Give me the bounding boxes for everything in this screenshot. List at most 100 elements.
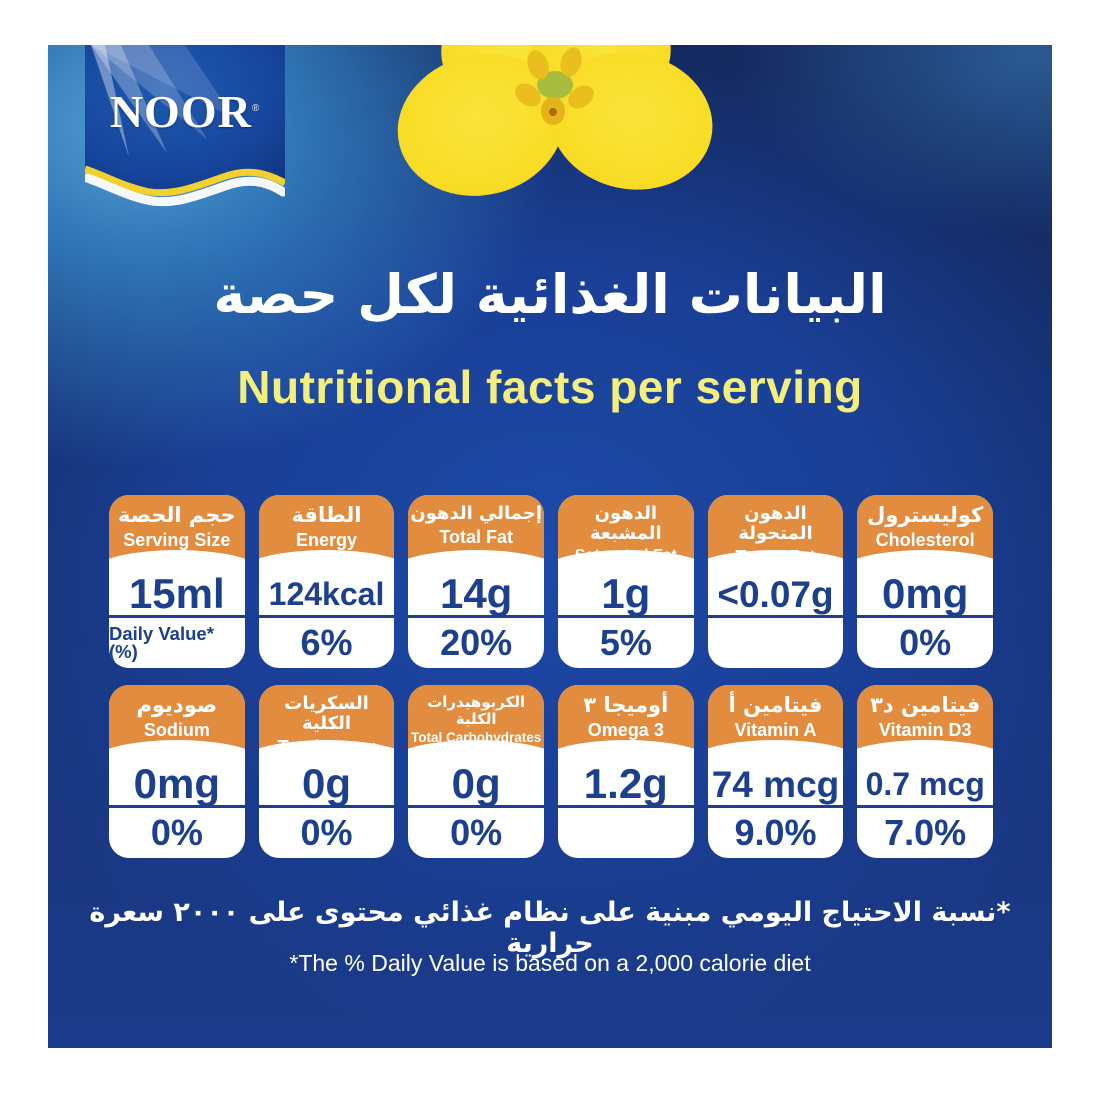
card-value: 0.7 mcg [865,766,985,802]
card-divider [258,615,395,618]
card-header: الطاقة Energy [258,495,395,574]
card-label-english: Saturated Fat [574,546,677,564]
card-value: 0g [451,760,501,807]
card-daily-value: 0% [899,622,952,663]
card-label-arabic: الدهون المتحولة [738,503,813,544]
card-label-english: Total Fat [439,526,513,547]
card-label-english: Sodium [143,720,210,741]
card-header: فيتامين أ Vitamin A [707,685,844,764]
card-label-english: Energy [295,530,357,551]
card-daily-value: 7.0% [884,812,967,853]
noor-logo: NOOR® [85,45,285,215]
logo-white-wave [85,173,285,207]
card-divider [258,805,395,808]
nutrition-card-total-fat: إجمالي الدهون Total Fat 14g 20% [408,495,544,668]
card-label-arabic: فيتامين د٣ [870,693,981,717]
card-label-arabic: الدهون المشبعة [589,503,662,544]
card-daily-value [558,808,694,858]
card-header: حجم الحصة Serving Size [109,495,245,574]
nutrition-card-saturated-fat: الدهون المشبعة Saturated Fat 1g 5% [558,495,694,668]
card-value: 0g [301,760,351,807]
card-daily-value [708,618,844,668]
card-label-english: Trans Fat [735,546,816,567]
registered-mark: ® [251,102,261,114]
card-divider [558,615,694,618]
nutrition-card-cholesterol: كوليسترول Cholesterol 0mg 0% [857,495,993,668]
card-header: الكربوهيدرات الكلية Total Carbohydrates [408,685,544,764]
footnote-english: *The % Daily Value is based on a 2,000 c… [289,950,811,976]
card-label-arabic: كوليسترول [867,503,984,527]
footnote-arabic: *نسبة الاحتياج اليومي مبنية على نظام غذا… [89,897,1011,959]
card-header: الدهون المتحولة Trans Fat [707,495,844,574]
noor-logo-graphic [85,45,285,207]
page-title-english: Nutritional facts per serving [237,361,863,413]
light-rays-icon [91,45,235,157]
card-divider [857,615,993,618]
card-value: 14g [439,570,513,617]
card-label-english: Vitamin A [734,720,817,741]
card-daily-value: 0% [450,812,503,853]
card-label-arabic: حجم الحصة [117,503,236,527]
card-label-english: Omega 3 [587,720,664,741]
card-header: فيتامين د٣ Vitamin D3 [857,685,993,764]
nutrition-card-vitamin-a: فيتامين أ Vitamin A 74 mcg 9.0% [707,685,844,858]
card-label-english: Total Carbohydrates [411,730,542,745]
nutrition-card-omega-3: أوميجا ٣ Omega 3 1.2g [558,685,694,858]
card-value: 0mg [133,760,220,807]
card-header: إجمالي الدهون Total Fat [408,495,544,574]
nutrition-card-total-sugar: السكريات الكلية Total Sugar 0g 0% [258,685,395,858]
card-divider [558,805,694,808]
card-value: 124kcal [268,576,385,612]
card-label-arabic: إجمالي الدهون [410,503,542,524]
brand-name: NOOR® [109,86,261,137]
nutrition-card-trans-fat: الدهون المتحولة Trans Fat <0.07g [707,495,844,668]
card-label-arabic: السكريات الكلية [284,693,369,734]
logo-box [85,45,285,193]
nutrition-card-sodium: صوديوم Sodium 0mg 0% [109,685,245,858]
flower-petals [397,45,713,196]
card-divider [109,615,245,618]
logo-yellow-wave [85,165,285,197]
card-value: 0mg [881,570,969,617]
card-daily-value: Daily Value* (%) [109,622,214,662]
card-daily-value: 0% [300,812,353,853]
card-header: صوديوم Sodium [109,685,245,764]
card-label-arabic: الطاقة [291,503,362,527]
nutrition-grid: حجم الحصة Serving Size 15ml Daily Value*… [109,495,993,858]
card-value: 1.2g [583,760,668,807]
card-divider [857,805,993,808]
nutrition-card-total-carbohydrates: الكربوهيدرات الكلية Total Carbohydrates … [408,685,544,858]
card-daily-value: 9.0% [734,812,817,853]
card-label-english: Cholesterol [875,530,975,551]
card-daily-value: 5% [599,622,652,663]
card-daily-value: 6% [300,622,353,663]
card-label-english: Total Sugar [277,736,376,757]
card-header: السكريات الكلية Total Sugar [258,685,395,764]
flower-center [515,47,594,125]
card-label-english: Vitamin D3 [878,720,972,741]
card-label-arabic: أوميجا ٣ [583,693,669,717]
card-divider [109,805,245,808]
card-divider [408,615,544,618]
card-divider [707,805,844,808]
card-header: الدهون المشبعة Saturated Fat [558,495,694,574]
card-label-arabic: الكربوهيدرات الكلية [427,693,526,728]
card-value: <0.07g [717,573,834,615]
card-divider [408,805,544,808]
card-divider [707,615,844,618]
nutrition-card-energy: الطاقة Energy 124kcal 6% [258,495,395,668]
canola-flower-image [397,45,713,196]
page-title-arabic: البيانات الغذائية لكل حصة [213,263,887,326]
card-value: 74 mcg [711,763,840,805]
nutrition-card-vitamin-d3: فيتامين د٣ Vitamin D3 0.7 mcg 7.0% [857,685,993,858]
card-header: أوميجا ٣ Omega 3 [558,685,694,764]
label-panel: NOOR® البيانات الغذائية لكل حصة [48,45,1052,1048]
card-label-arabic: صوديوم [136,693,218,717]
card-header: كوليسترول Cholesterol [857,495,993,574]
card-daily-value: 0% [150,812,203,853]
card-daily-value: 20% [440,622,513,663]
card-label-arabic: فيتامين أ [728,693,823,717]
card-value: 15ml [128,570,225,617]
card-value: 1g [601,570,651,617]
nutrition-card-serving-size: حجم الحصة Serving Size 15ml Daily Value*… [109,495,245,668]
